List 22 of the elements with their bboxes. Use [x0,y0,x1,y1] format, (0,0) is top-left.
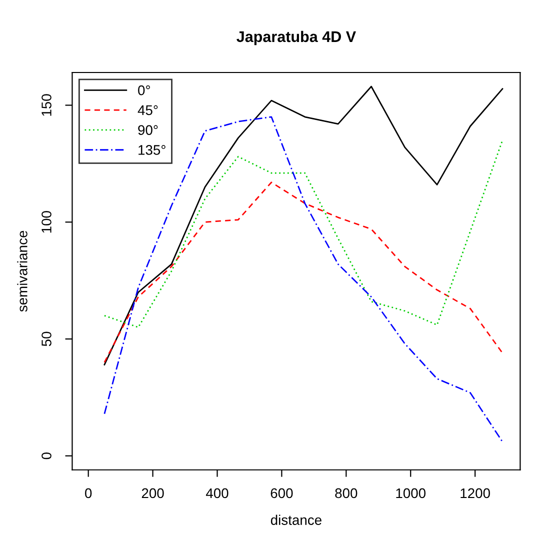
line-series [104,182,504,364]
x-tick-label: 1000 [396,488,426,498]
line-series [104,140,504,328]
line-series [104,86,504,366]
chart-title: Japaratuba 4D V [236,30,356,46]
y-axis-title: semivariance [17,230,28,312]
x-axis-title: distance [270,514,322,525]
x-tick-label: 400 [206,488,228,498]
legend-label: 90° [138,125,158,135]
x-tick-label: 1200 [460,488,490,498]
legend-label: 45° [138,105,158,116]
line-series [104,116,504,443]
legend-label: 0° [138,85,150,96]
y-tick-label: 50 [42,332,52,346]
x-tick-label: 0 [85,488,92,498]
y-tick-label: 100 [42,211,52,233]
y-tick-label: 150 [42,94,52,116]
legend-label: 135° [138,145,166,155]
x-tick-label: 800 [335,488,358,498]
x-tick-label: 200 [142,488,164,498]
y-tick-label: 0 [42,452,52,460]
x-tick-label: 600 [270,488,293,498]
